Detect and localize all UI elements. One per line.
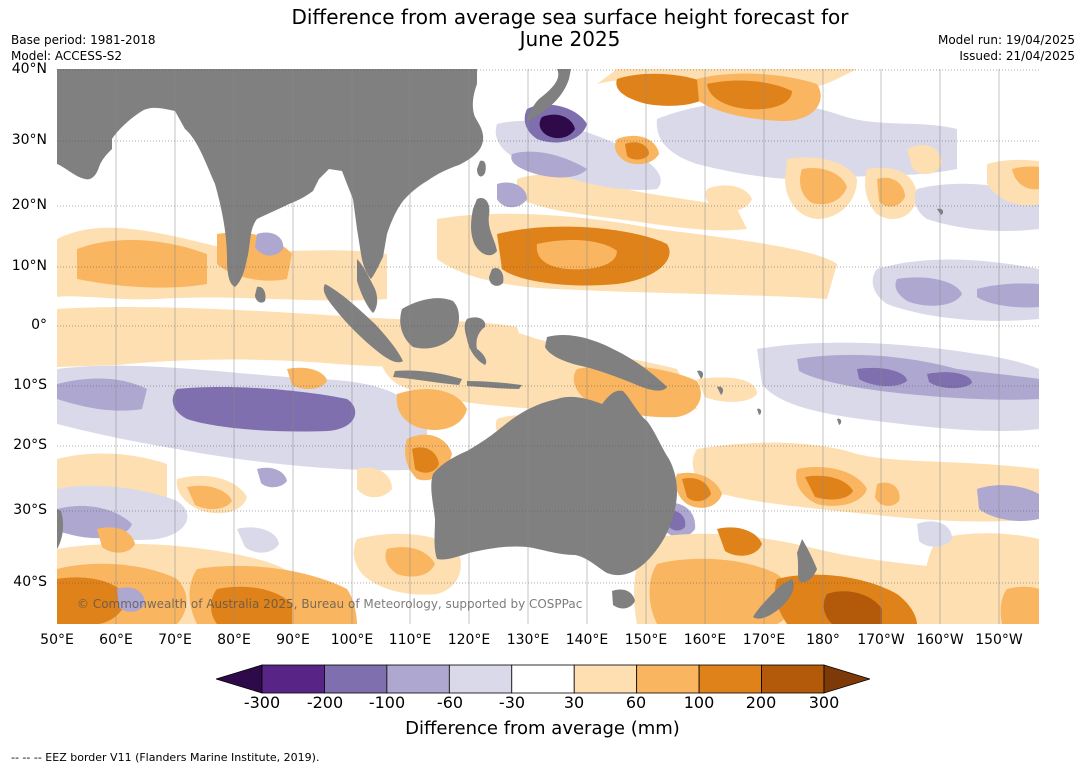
borneo-landmass bbox=[400, 298, 459, 349]
colorbar-segment bbox=[698, 664, 762, 694]
lon-label: 170°W bbox=[857, 632, 905, 648]
colorbar-segment bbox=[636, 664, 700, 694]
new-zealand-north-island bbox=[797, 539, 817, 583]
lat-label: 10°N bbox=[11, 258, 47, 274]
lon-label: 80°E bbox=[217, 632, 251, 648]
sumatra-landmass bbox=[323, 284, 403, 363]
colorbar-tick: 30 bbox=[563, 693, 585, 712]
lon-label: 170°E bbox=[742, 632, 786, 648]
colorbar-segment bbox=[761, 664, 825, 694]
lon-label: 130°E bbox=[506, 632, 550, 648]
colorbar-tick: 60 bbox=[625, 693, 647, 712]
model-name: Model: ACCESS-S2 bbox=[11, 49, 123, 63]
tasmania-landmass bbox=[612, 589, 635, 609]
lat-label: 10°S bbox=[13, 377, 47, 393]
landmasses bbox=[57, 69, 944, 619]
colorbar-segment bbox=[386, 664, 450, 694]
colorbar-label: Difference from average (mm) bbox=[405, 718, 680, 739]
meta-right: Model run: 19/04/2025 Issued: 21/04/2025 bbox=[938, 32, 1075, 64]
map-title-line1: Difference from average sea surface heig… bbox=[291, 5, 849, 29]
colorbar-over-triangle bbox=[823, 664, 870, 694]
japan-landmass bbox=[527, 69, 571, 121]
lon-label: 180° bbox=[806, 632, 840, 648]
lat-label: 40°S bbox=[13, 574, 47, 590]
colorbar-tick: -100 bbox=[368, 693, 406, 712]
colorbar-boxes bbox=[261, 664, 825, 694]
philippines-landmass bbox=[471, 197, 497, 256]
colorbar bbox=[216, 664, 870, 694]
eez-legend-note: -- -- -- EEZ border V11 (Flanders Marine… bbox=[11, 751, 320, 764]
colorbar-under-triangle bbox=[216, 664, 263, 694]
lon-label: 120°E bbox=[447, 632, 491, 648]
lon-label: 50°E bbox=[40, 632, 74, 648]
lat-label: 20°S bbox=[13, 437, 47, 453]
colorbar-tick: -30 bbox=[498, 693, 526, 712]
anomaly-contours bbox=[57, 69, 1039, 624]
lon-label: 110°E bbox=[388, 632, 432, 648]
lat-label: 30°S bbox=[13, 502, 47, 518]
colorbar-tick: -200 bbox=[306, 693, 344, 712]
lon-label: 160°W bbox=[916, 632, 964, 648]
model-run: Model run: 19/04/2025 bbox=[937, 33, 1075, 47]
colorbar-tick: 200 bbox=[745, 693, 777, 712]
colorbar-segment bbox=[324, 664, 388, 694]
meta-left: Base period: 1981-2018 Model: ACCESS-S2 bbox=[11, 32, 156, 64]
meridians bbox=[115, 69, 1000, 624]
asia-landmass bbox=[57, 69, 484, 287]
lon-label: 150°E bbox=[624, 632, 668, 648]
map-title-line2: June 2025 bbox=[519, 27, 621, 51]
colorbar-tick: 300 bbox=[808, 693, 840, 712]
lon-label: 60°E bbox=[99, 632, 133, 648]
colorbar-segment bbox=[448, 664, 513, 694]
lat-label: 40°N bbox=[11, 61, 47, 77]
lat-label: 20°N bbox=[11, 197, 47, 213]
lon-label: 70°E bbox=[158, 632, 192, 648]
lon-label: 90°E bbox=[276, 632, 310, 648]
lon-label: 160°E bbox=[683, 632, 727, 648]
colorbar-segment bbox=[261, 664, 325, 694]
lat-label: 30°N bbox=[11, 132, 47, 148]
colorbar-tick: 100 bbox=[683, 693, 715, 712]
lat-label: 0° bbox=[31, 317, 47, 333]
sulawesi-landmass bbox=[464, 317, 487, 365]
colorbar-segment bbox=[511, 664, 575, 694]
new-guinea-landmass bbox=[545, 334, 667, 391]
colorbar-segment bbox=[573, 664, 638, 694]
colorbar-tick: -60 bbox=[436, 693, 464, 712]
lon-label: 140°E bbox=[565, 632, 609, 648]
lon-label: 150°W bbox=[975, 632, 1023, 648]
taiwan-landmass bbox=[477, 160, 486, 177]
issued-date: Issued: 21/04/2025 bbox=[959, 49, 1075, 63]
copyright-notice: © Commonwealth of Australia 2025, Bureau… bbox=[77, 597, 583, 611]
colorbar-tick: -300 bbox=[243, 693, 281, 712]
sea-level-anomaly-map bbox=[57, 69, 1039, 624]
base-period: Base period: 1981-2018 bbox=[11, 33, 156, 47]
australia-landmass bbox=[431, 390, 677, 576]
lon-label: 100°E bbox=[330, 632, 374, 648]
new-zealand-south-island bbox=[753, 579, 794, 619]
